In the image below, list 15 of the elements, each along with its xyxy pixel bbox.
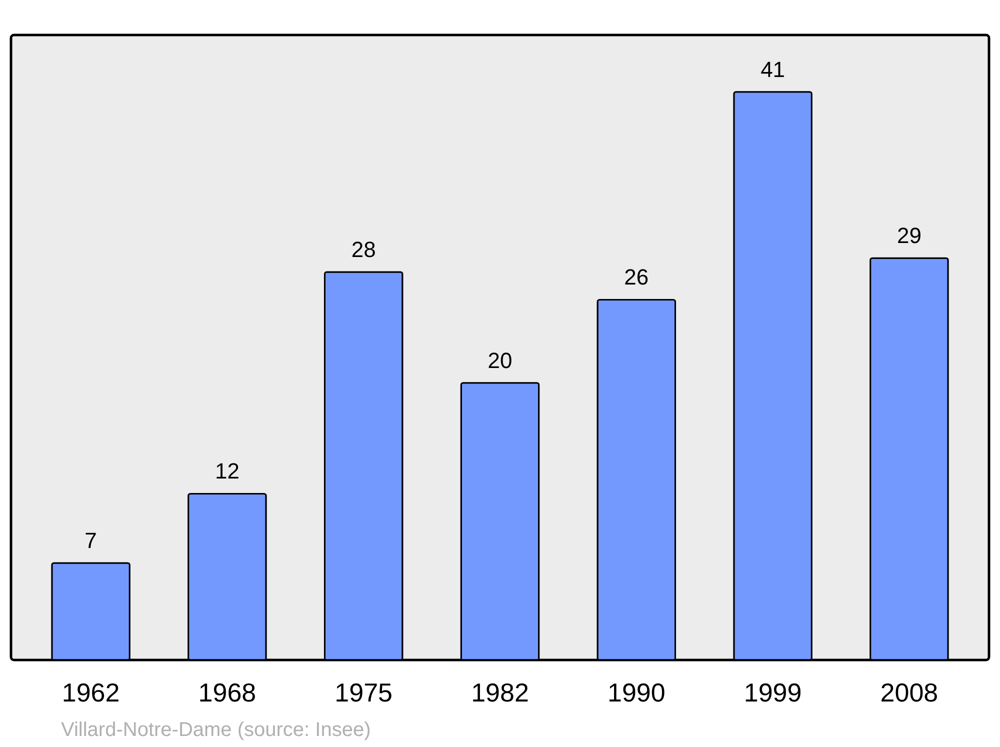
text: Villard-Notre-Dame (source: Insee)	[61, 719, 371, 741]
data-label: 12	[214, 458, 240, 484]
data-label: 29	[896, 223, 922, 248]
x-tick-label: 1999	[744, 678, 802, 708]
data-label: 7	[84, 528, 97, 553]
x-tick-label: 1962	[62, 678, 120, 708]
x-tick-label: 1968	[198, 678, 256, 708]
data-label: 41	[760, 56, 786, 82]
x-tick-label: 2008	[880, 678, 938, 708]
data-label: 20	[488, 348, 512, 373]
x-tick-label: 1982	[471, 678, 529, 708]
data-label: 26	[624, 264, 649, 290]
data-label: 28	[351, 236, 376, 262]
x-tick-label: 1990	[607, 678, 666, 708]
x-tick-label: 1975	[334, 678, 393, 708]
